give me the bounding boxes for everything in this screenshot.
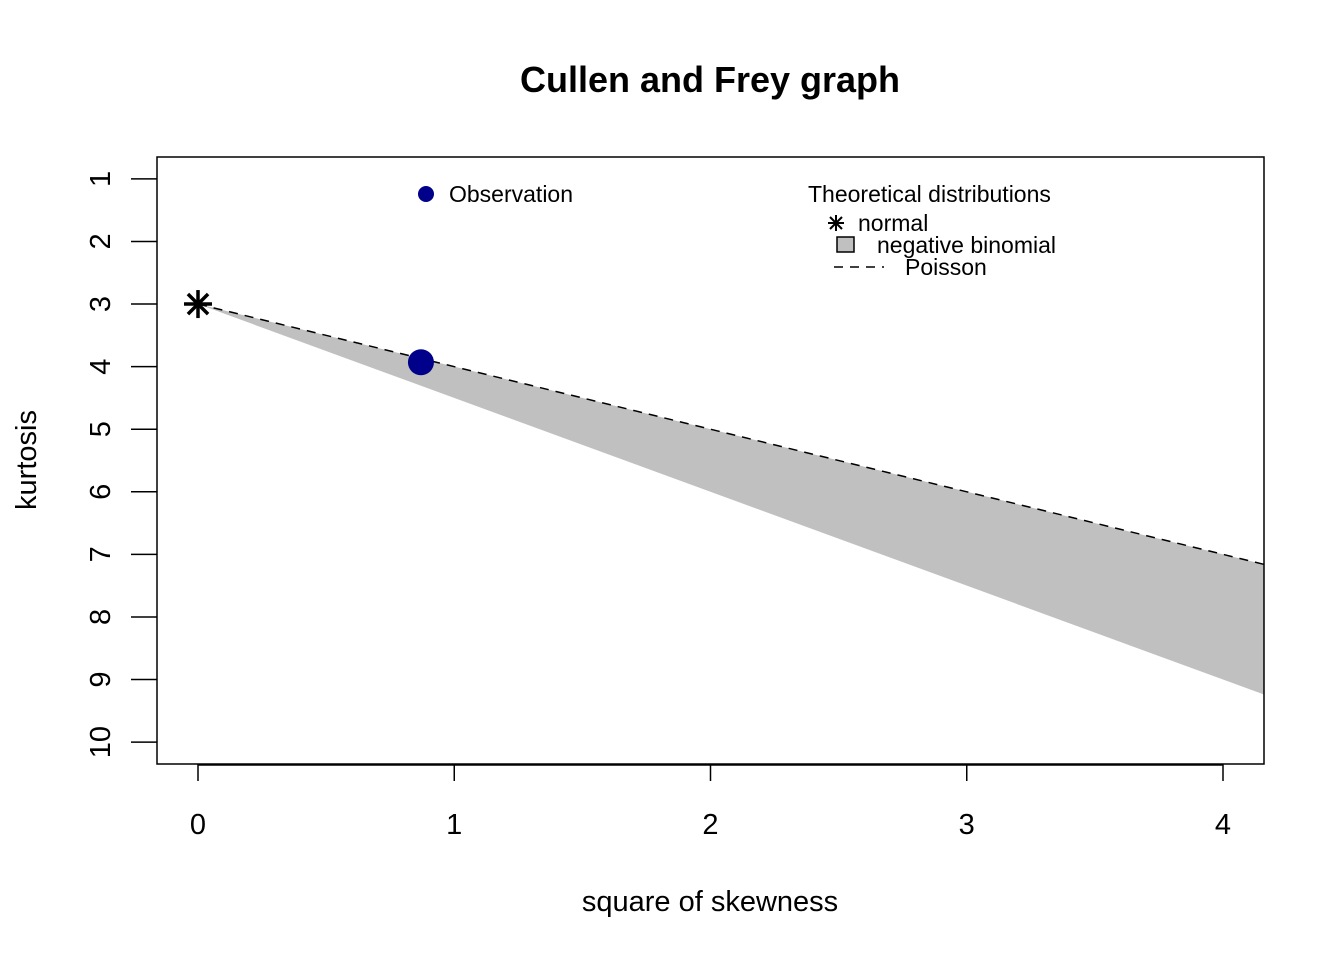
point-layer: [184, 290, 434, 376]
legend-theoretical: Theoretical distributions normal negativ…: [808, 181, 1056, 280]
x-tick-label-3: 3: [959, 809, 975, 841]
y-tick-label-1: 1: [85, 171, 117, 187]
legend-negbin-label: negative binomial: [877, 232, 1056, 258]
legend-normal-marker: [828, 215, 844, 231]
x-tick-label-4: 4: [1215, 809, 1231, 841]
legend-poisson-label: Poisson: [905, 254, 987, 280]
observation-point: [407, 349, 434, 376]
legend-normal-label: normal: [858, 210, 928, 236]
line-layer: [197, 303, 1265, 566]
normal-point-stroke-3: [186, 292, 210, 316]
legend-negbin-marker: [836, 236, 855, 253]
y-tick-label-9: 9: [85, 671, 117, 687]
legend-observation: Observation: [418, 181, 573, 207]
x-tick-label-1: 1: [446, 809, 462, 841]
y-tick-label-8: 8: [85, 609, 117, 625]
legend-observation-label: Observation: [449, 181, 573, 207]
x-tick-label-2: 2: [702, 809, 718, 841]
y-tick-label-6: 6: [85, 484, 117, 500]
y-tick-label-5: 5: [85, 421, 117, 437]
x-tick-label-0: 0: [190, 809, 206, 841]
chart-title: Cullen and Frey graph: [520, 59, 900, 100]
legend-observation-marker: [418, 186, 434, 202]
region-layer: [198, 304, 1264, 695]
y-tick-label-3: 3: [85, 296, 117, 312]
x-axis: 0 1 2 3 4: [190, 764, 1231, 841]
x-axis-label: square of skewness: [582, 886, 838, 918]
poisson-line: [197, 303, 1265, 566]
y-tick-label-7: 7: [85, 546, 117, 562]
negative-binomial-region: [198, 304, 1264, 695]
normal-point: [184, 290, 212, 319]
y-tick-label-4: 4: [85, 359, 117, 375]
y-tick-label-2: 2: [85, 233, 117, 249]
y-axis-label: kurtosis: [11, 410, 43, 510]
y-tick-label-10: 10: [85, 726, 117, 758]
legend-theoretical-title: Theoretical distributions: [808, 181, 1051, 207]
y-axis: 1 2 3 4 5 6 7 8 9 10: [85, 171, 157, 758]
